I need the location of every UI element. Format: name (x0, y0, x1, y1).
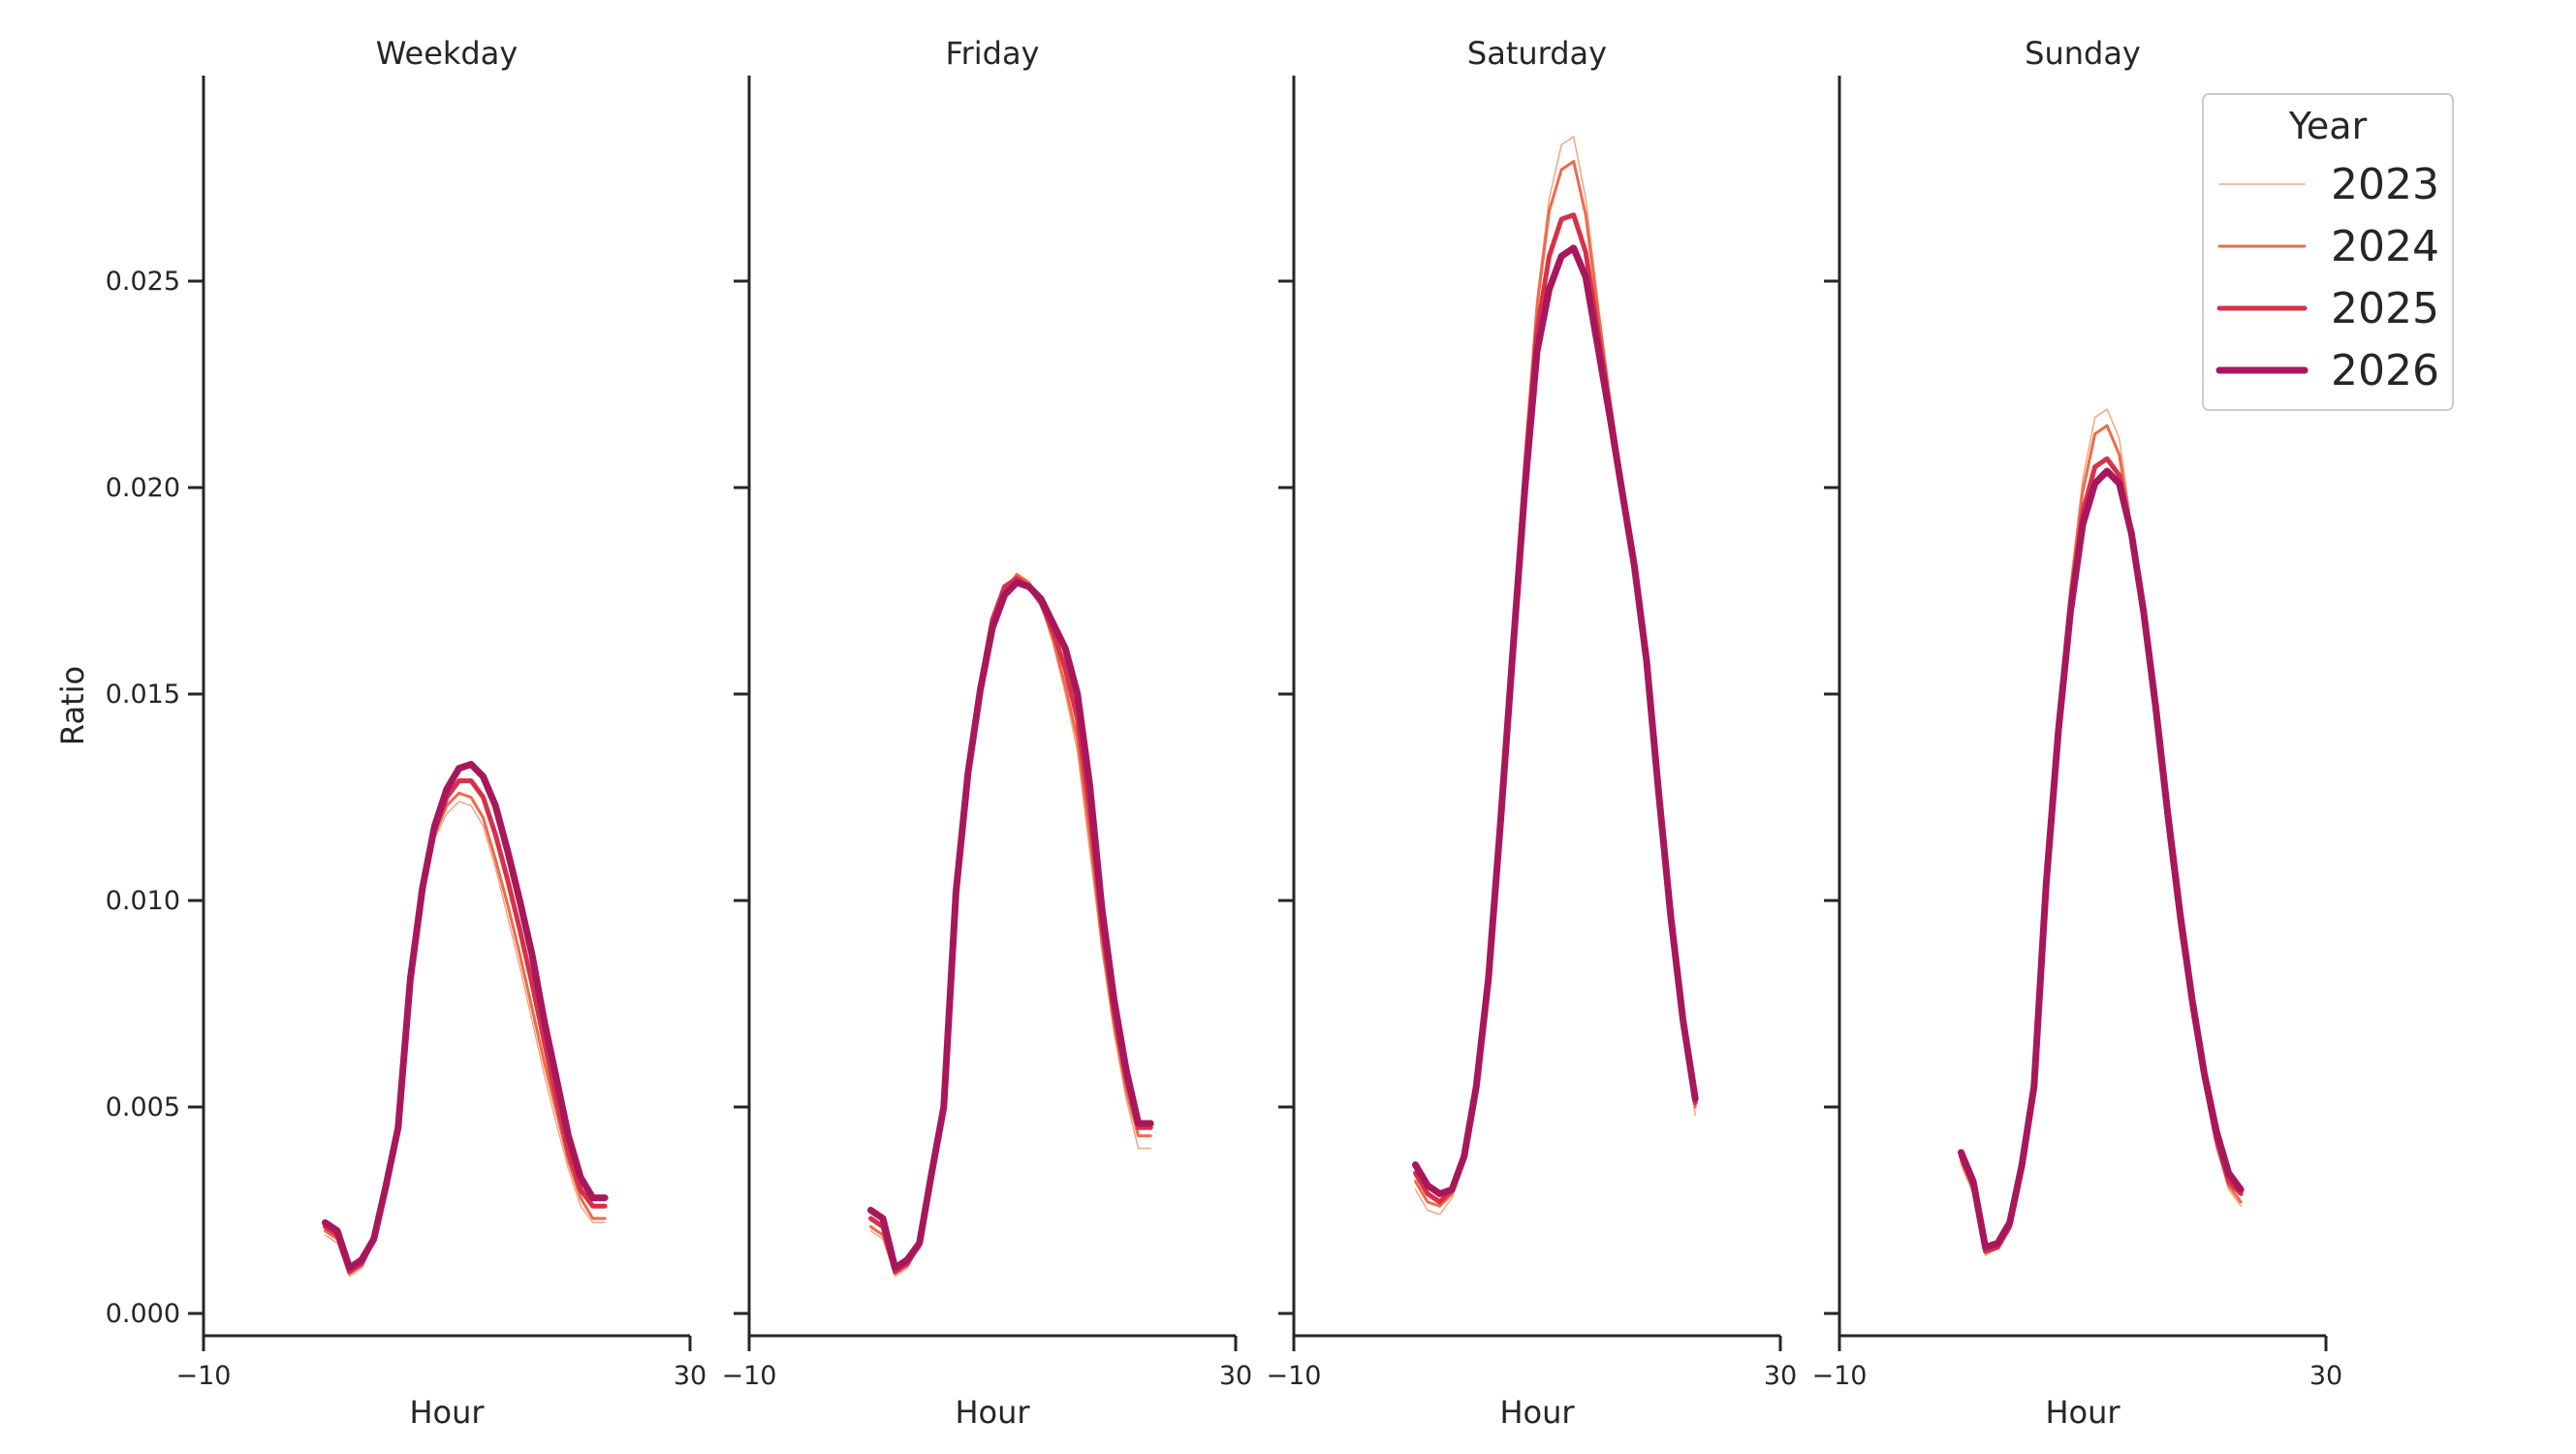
series-line-2024 (324, 791, 607, 1274)
y-tick-label: 0.025 (106, 267, 180, 297)
x-tick-label: −10 (1267, 1361, 1322, 1391)
series-line-2025 (323, 778, 608, 1275)
panel-weekday: Weekday 0.000 0.005 0.010 0.015 0.020 0.025 −10… (106, 35, 707, 1431)
panel-saturday: Saturday −10 30 Hour (1267, 35, 1798, 1431)
series-line-2026 (322, 760, 609, 1272)
panel-title: Saturday (1467, 35, 1607, 72)
x-axis-label: Hour (1499, 1394, 1575, 1431)
y-tick-label: 0.005 (106, 1092, 180, 1122)
series-line-2024 (1960, 424, 2243, 1253)
x-axis-label: Hour (955, 1394, 1030, 1431)
legend-label-2026: 2026 (2331, 346, 2439, 395)
series-line-2026 (1412, 244, 1699, 1197)
x-axis-label: Hour (2045, 1394, 2120, 1431)
legend-box (2202, 93, 2454, 411)
panel-title: Friday (946, 35, 1040, 72)
legend-label-2023: 2023 (2331, 160, 2439, 209)
x-tick-label: 30 (1219, 1361, 1252, 1391)
x-tick-label: −10 (176, 1361, 232, 1391)
panel-title: Sunday (2025, 35, 2141, 72)
legend-title: Year (2288, 105, 2368, 147)
y-tick-label: 0.000 (106, 1299, 180, 1329)
series-line-2026 (1958, 467, 2245, 1251)
x-axis-label: Hour (409, 1394, 485, 1431)
series-line-2025 (1959, 456, 2244, 1254)
series-line-2024 (1414, 160, 1697, 1208)
x-tick-label: 30 (674, 1361, 707, 1391)
x-tick-label: 30 (1764, 1361, 1797, 1391)
series-line-2025 (868, 576, 1153, 1275)
x-tick-label: −10 (1812, 1361, 1868, 1391)
x-tick-label: −10 (722, 1361, 777, 1391)
panel-title: Weekday (376, 35, 518, 72)
series-line-2023 (869, 577, 1151, 1278)
legend-label-2025: 2025 (2331, 284, 2439, 333)
y-tick-label: 0.010 (106, 886, 180, 916)
series-line-2023 (1414, 136, 1696, 1216)
series-line-2024 (869, 573, 1152, 1274)
legend: Year 2023 2024 2025 2026 (2202, 93, 2454, 411)
x-tick-label: 30 (2309, 1361, 2342, 1391)
series-line-2023 (324, 801, 606, 1278)
y-axis-label: Ratio (54, 666, 91, 745)
panel-sunday: Sunday −10 30 Hour (1812, 35, 2343, 1431)
series-line-2023 (1960, 408, 2242, 1257)
panel-friday: Friday −10 30 Hour (722, 35, 1253, 1431)
y-tick-label: 0.015 (106, 680, 180, 710)
y-tick-label: 0.020 (106, 473, 180, 503)
legend-label-2024: 2024 (2331, 222, 2439, 271)
series-line-2026 (867, 579, 1154, 1272)
